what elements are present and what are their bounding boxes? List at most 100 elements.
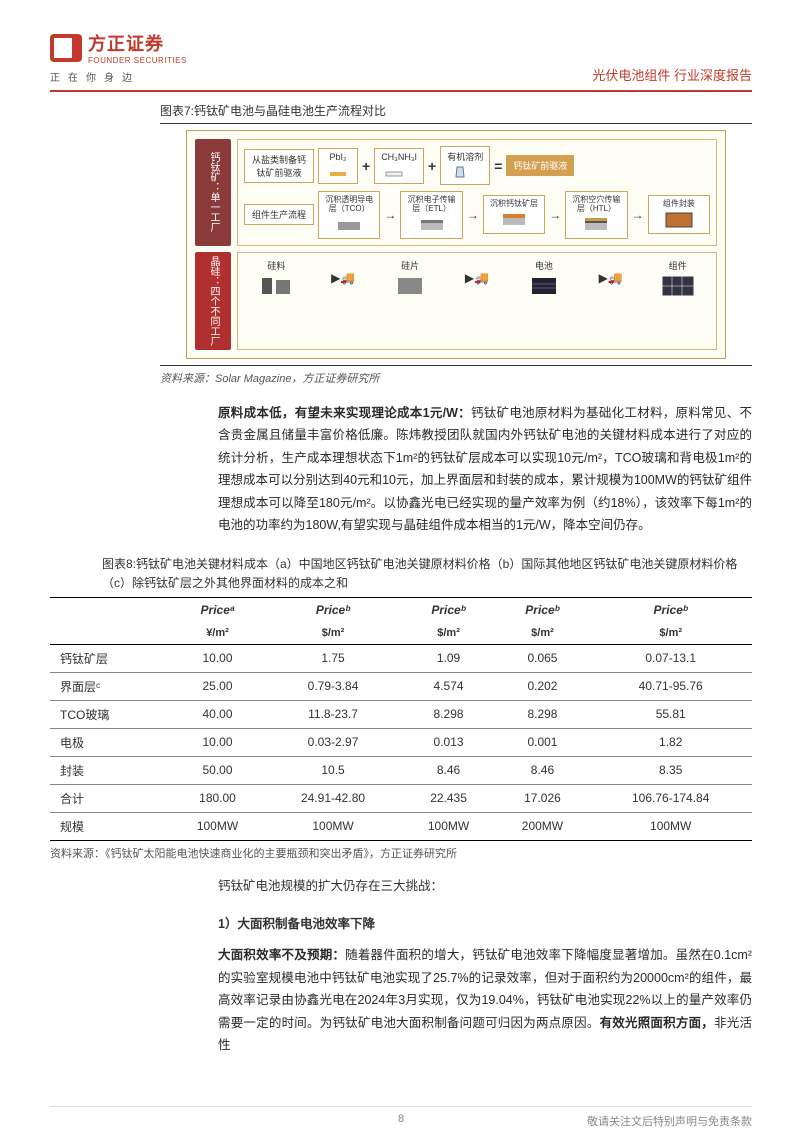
arrow-icon: →: [467, 208, 479, 222]
proc-step-htl: 沉积空穴传输层（HTL）: [565, 191, 627, 239]
th-price-a: Priceᵃ: [171, 597, 265, 622]
table-cell: 100MW: [402, 812, 496, 840]
table-cell: 8.298: [402, 700, 496, 728]
plus-icon: +: [428, 158, 436, 174]
plus-icon: +: [362, 158, 370, 174]
table-row: 合计180.0024.91-42.8022.43517.026106.76-17…: [50, 784, 752, 812]
equals-icon: =: [494, 158, 502, 174]
figure7-container: 钙钛矿：单一工厂 从盐类制备钙钛矿前驱液 PbI₂ + CH₃NH₃I + 有机…: [160, 123, 752, 366]
table-cell: 电极: [50, 728, 171, 756]
page-header: 方正证券 FOUNDER SECURITIES 正在你身边 光伏电池组件 行业深…: [50, 30, 752, 92]
eq-ch3nh3i-label: CH₃NH₃I: [381, 152, 417, 162]
silicon-stage-wafer: 硅片: [392, 259, 428, 298]
table-cell: 0.065: [496, 644, 590, 672]
table-cell: TCO玻璃: [50, 700, 171, 728]
table-row: 封装50.0010.58.468.468.35: [50, 756, 752, 784]
diagram-side-label-perovskite: 钙钛矿：单一工厂: [195, 139, 231, 246]
sec1-bold2: 有效光照面积方面，: [600, 1016, 714, 1030]
table-row: 电极10.000.03-2.970.0130.0011.82: [50, 728, 752, 756]
table-cell: 0.202: [496, 672, 590, 700]
logo-text-cn: 方正证券: [88, 30, 187, 56]
proc-step-etl: 沉积电子传输层（ETL）: [400, 191, 462, 239]
para-bold-lead: 原料成本低，有望未来实现理论成本1元/W：: [218, 406, 471, 420]
th-unit-usd2: $/m²: [402, 622, 496, 645]
silicon-stage-module: 组件: [660, 259, 696, 298]
process-flow-row: 组件生产流程 沉积透明导电层（TCO） → 沉积电子传输层（ETL） → 沉积钙…: [244, 191, 710, 239]
truck-arrow-icon: ▶🚚: [599, 271, 623, 285]
th-unit-usd3: $/m²: [496, 622, 590, 645]
th-price-b3: Priceᵇ: [496, 597, 590, 622]
stage-label: 硅料: [267, 259, 285, 272]
eq-precursor-label: 从盐类制备钙钛矿前驱液: [244, 149, 314, 183]
eq-solvent-label: 有机溶剂: [447, 152, 483, 162]
th-price-b1: Priceᵇ: [264, 597, 401, 622]
table-cell: 24.91-42.80: [264, 784, 401, 812]
sec1-bold1: 大面积效率不及预期：: [218, 948, 345, 962]
logo-subtitle: 正在你身边: [50, 69, 187, 84]
eq-pbi2: PbI₂: [318, 148, 358, 184]
table-cell: 100MW: [264, 812, 401, 840]
table-cell: 规模: [50, 812, 171, 840]
table-body: 钙钛矿层10.001.751.090.0650.07-13.1界面层ᶜ25.00…: [50, 644, 752, 840]
diagram-side-label-silicon: 晶硅：四个不同工厂: [195, 252, 231, 350]
table-row: 规模100MW100MW100MW200MW100MW: [50, 812, 752, 840]
table-cell: 1.75: [264, 644, 401, 672]
eq-solvent: 有机溶剂: [440, 146, 490, 185]
table-cell: 10.00: [171, 728, 265, 756]
table-cell: 1.82: [589, 728, 752, 756]
paragraph-cost: 原料成本低，有望未来实现理论成本1元/W：钙钛矿电池原材料为基础化工材料，原料常…: [218, 402, 752, 537]
header-right-text: 光伏电池组件 行业深度报告: [592, 65, 752, 84]
footer-disclaimer: 敬请关注文后特别声明与免责条款: [587, 1113, 752, 1129]
stage-label: 硅片: [401, 259, 419, 272]
arrow-icon: →: [549, 208, 561, 222]
truck-arrow-icon: ▶🚚: [465, 271, 489, 285]
process-flow-label: 组件生产流程: [244, 204, 314, 225]
table-cell: 106.76-174.84: [589, 784, 752, 812]
table-cell: 200MW: [496, 812, 590, 840]
table-cell: 8.46: [496, 756, 590, 784]
table-cell: 17.026: [496, 784, 590, 812]
table-cell: 0.79-3.84: [264, 672, 401, 700]
table-cell: 0.07-13.1: [589, 644, 752, 672]
diagram-perovskite-content: 从盐类制备钙钛矿前驱液 PbI₂ + CH₃NH₃I + 有机溶剂 = 钙钛矿前…: [237, 139, 717, 246]
table-cell: 10.00: [171, 644, 265, 672]
th-empty: [50, 597, 171, 622]
th-unit-usd4: $/m²: [589, 622, 752, 645]
th-price-b2: Priceᵇ: [402, 597, 496, 622]
page-footer: 8 敬请关注文后特别声明与免责条款: [50, 1106, 752, 1113]
table-row: 钙钛矿层10.001.751.090.0650.07-13.1: [50, 644, 752, 672]
th-unit-usd1: $/m²: [264, 622, 401, 645]
eq-result: 钙钛矿前驱液: [506, 155, 574, 176]
process-diagram: 钙钛矿：单一工厂 从盐类制备钙钛矿前驱液 PbI₂ + CH₃NH₃I + 有机…: [186, 130, 726, 359]
logo-text-en: FOUNDER SECURITIES: [88, 56, 187, 65]
table-header-row-2: ¥/m² $/m² $/m² $/m² $/m²: [50, 622, 752, 645]
eq-ch3nh3i: CH₃NH₃I: [374, 148, 424, 184]
table-cell: 22.435: [402, 784, 496, 812]
th-unit-cny: ¥/m²: [171, 622, 265, 645]
table-cell: 180.00: [171, 784, 265, 812]
table-row: TCO玻璃40.0011.8-23.78.2988.29855.81: [50, 700, 752, 728]
silicon-stage-material: 硅料: [258, 259, 294, 298]
proc-step-label: 沉积电子传输层（ETL）: [405, 196, 457, 214]
proc-step-label: 组件封装: [663, 200, 695, 209]
table-cell: 10.5: [264, 756, 401, 784]
table8-source: 资料来源：《钙钛矿太阳能电池快速商业化的主要瓶颈和突出矛盾》，方正证券研究所: [50, 845, 752, 861]
proc-step-encap: 组件封装: [648, 195, 710, 234]
stage-label: 电池: [535, 259, 553, 272]
figure7-source: 资料来源：Solar Magazine，方正证券研究所: [160, 370, 752, 386]
table-cell: 100MW: [589, 812, 752, 840]
proc-step-tco: 沉积透明导电层（TCO）: [318, 191, 380, 239]
figure7-title: 图表7:钙钛矿电池与晶硅电池生产流程对比: [160, 102, 752, 119]
th-price-b4: Priceᵇ: [589, 597, 752, 622]
table-cell: 8.298: [496, 700, 590, 728]
cost-material-table: Priceᵃ Priceᵇ Priceᵇ Priceᵇ Priceᵇ ¥/m² …: [50, 597, 752, 841]
para-text: 钙钛矿电池原材料为基础化工材料，原料常见、不含贵金属且储量丰富价格低廉。陈炜教授…: [218, 406, 752, 533]
th-unit-empty: [50, 622, 171, 645]
table-row: 界面层ᶜ25.000.79-3.844.5740.20240.71-95.76: [50, 672, 752, 700]
precursor-equation: 从盐类制备钙钛矿前驱液 PbI₂ + CH₃NH₃I + 有机溶剂 = 钙钛矿前…: [244, 146, 710, 185]
table-cell: 1.09: [402, 644, 496, 672]
table-cell: 4.574: [402, 672, 496, 700]
table-cell: 50.00: [171, 756, 265, 784]
arrow-icon: →: [632, 208, 644, 222]
table-cell: 25.00: [171, 672, 265, 700]
